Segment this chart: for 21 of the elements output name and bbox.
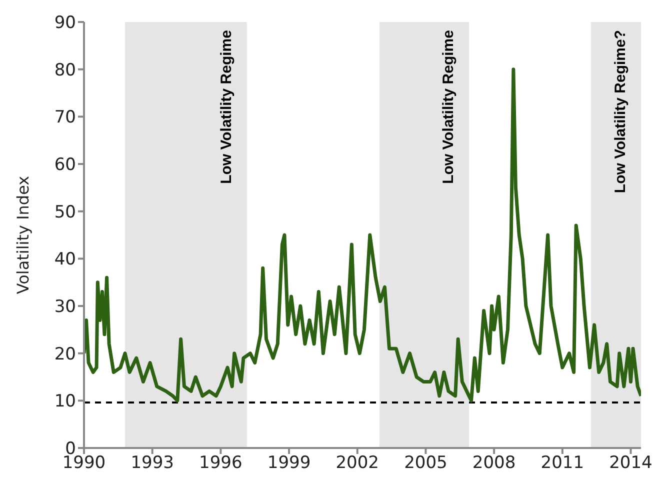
x-tick-label: 2014 (609, 453, 652, 474)
y-axis-title: Volatility Index (14, 176, 33, 294)
x-tick-label: 2002 (336, 453, 380, 474)
band-label: Low Volatility Regime? (612, 30, 629, 194)
band-label: Low Volatility Regime (218, 30, 235, 184)
y-tick-label: 30 (54, 297, 76, 318)
y-tick-label: 40 (54, 250, 76, 270)
x-tick-label: 1996 (199, 453, 242, 474)
band-label: Low Volatility Regime (440, 30, 457, 184)
x-tick-label: 2011 (540, 453, 584, 474)
y-tick-label: 70 (54, 108, 76, 128)
x-tick-label: 2008 (472, 453, 516, 474)
x-tick-label: 1993 (130, 453, 174, 474)
y-tick-label: 60 (54, 155, 76, 176)
y-tick-label: 80 (54, 60, 76, 80)
y-tick-label: 50 (54, 202, 76, 222)
y-tick-label: 10 (54, 392, 76, 412)
y-tick-label: 20 (54, 344, 76, 364)
x-tick-label: 1999 (267, 453, 311, 474)
y-tick-label: 90 (54, 13, 76, 34)
x-tick-label: 2005 (404, 453, 448, 474)
